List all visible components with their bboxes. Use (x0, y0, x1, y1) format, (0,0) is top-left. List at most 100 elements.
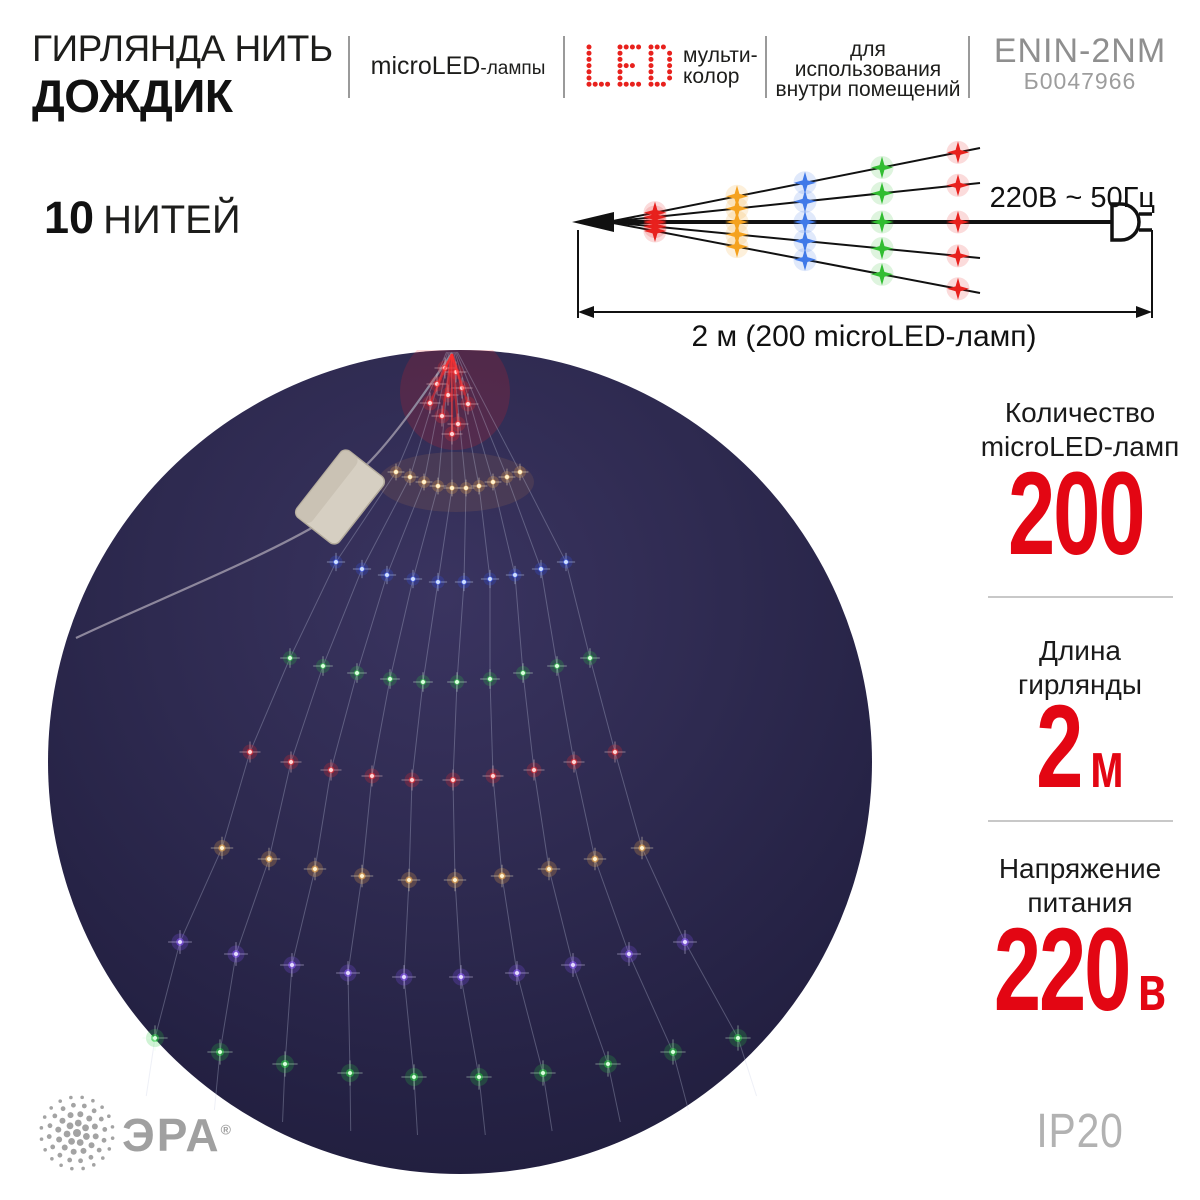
product-photo-circle (48, 334, 872, 1174)
apex-red-streak (428, 353, 454, 404)
voltage-label: 220В ~ 50Гц (990, 182, 1155, 214)
led-star (871, 211, 893, 233)
led-word-dot (648, 63, 654, 69)
registered-mark: ® (220, 1121, 233, 1138)
led-light-core (248, 750, 252, 754)
spec-label-line: питания (1027, 887, 1133, 919)
led-word-dot (648, 81, 654, 87)
ip-rating: IP20 (1036, 1105, 1124, 1158)
starburst-dot (50, 1157, 54, 1161)
starburst-dot (91, 1098, 95, 1103)
starburst-dot (77, 1111, 84, 1118)
spec-label-line: Длина (1039, 635, 1121, 666)
power-wire (75, 521, 323, 639)
led-light-core (593, 857, 597, 861)
strand-count-word: НИТЕЙ (103, 198, 241, 242)
feature-microled-suffix: -лампы (480, 58, 546, 79)
led-light-core (488, 577, 492, 581)
led-light-core (220, 846, 224, 850)
header-separator (968, 36, 970, 98)
spec-voltage-label: Напряжение питания (975, 852, 1185, 920)
led-light-core (329, 768, 333, 772)
led-light-core (421, 680, 425, 684)
spec-voltage: Напряжение питания (975, 852, 1185, 920)
led-light-core (572, 760, 576, 764)
dimension-label: 2 м (200 microLED-ламп) (691, 320, 1036, 353)
led-light-core (488, 677, 492, 681)
strand-line (607, 221, 981, 259)
led-word-dot (667, 69, 673, 75)
led-word-dot (586, 50, 592, 56)
led-light-core (321, 664, 325, 668)
spec-value-number: 200 (1008, 448, 1145, 580)
led-light-core (428, 401, 432, 405)
led-light-core (564, 560, 568, 564)
strand-line (607, 221, 981, 294)
spec-value-unit: м (1089, 729, 1124, 801)
controller-shade (295, 450, 358, 523)
led-light-core (477, 484, 481, 488)
led-light-core (627, 952, 631, 956)
starburst-dot (47, 1123, 53, 1129)
starburst-dot (60, 1106, 66, 1112)
led-light-core (313, 867, 317, 871)
led-light-core (446, 393, 450, 397)
led-word-dot (623, 63, 629, 69)
warm-row-glow (378, 452, 534, 512)
led-word-dot (648, 50, 654, 56)
led-light-core (450, 486, 454, 490)
led-star (794, 190, 816, 213)
led-word-dot (629, 44, 635, 50)
feature-multicolor-line2: колор (683, 65, 740, 88)
led-light-core (234, 952, 238, 956)
led-word-dot (586, 63, 592, 69)
spec-voltage-value: 220 в (994, 911, 1166, 1029)
led-word-dot (617, 81, 623, 87)
led-light-core (450, 432, 454, 436)
led-light-core (491, 480, 495, 484)
starburst-dot (110, 1136, 115, 1140)
led-light-core (218, 1050, 222, 1054)
led-light-core (385, 573, 389, 577)
strand-count-label: 10 НИТЕЙ (44, 192, 241, 244)
header-separator (348, 36, 350, 98)
starburst-dot (81, 1103, 87, 1109)
led-dotted-logo (586, 44, 673, 87)
starburst-dot (43, 1147, 47, 1152)
feature-multicolor-line1: мульти- (683, 44, 758, 67)
led-star (726, 235, 748, 258)
led-star (794, 248, 816, 271)
starburst-dot (70, 1166, 74, 1171)
led-star (726, 223, 748, 246)
led-star (871, 263, 893, 286)
led-light-core (334, 560, 338, 564)
led-word-dot (605, 81, 611, 87)
led-light-core (436, 580, 440, 584)
controller-box (294, 449, 386, 545)
starburst-dot (61, 1144, 68, 1151)
led-word-dot (660, 44, 666, 50)
led-light-core (394, 470, 398, 474)
starburst-dot (69, 1095, 73, 1100)
led-star (794, 171, 816, 194)
led-light-core (355, 671, 359, 675)
starburst-dot (56, 1136, 63, 1143)
led-light-core (491, 774, 495, 778)
led-light-core (440, 414, 444, 418)
led-word-dot (667, 56, 673, 62)
led-light-core (606, 1062, 610, 1066)
led-light-core (370, 774, 374, 778)
led-light-core (455, 680, 459, 684)
product-title: ГИРЛЯНДА НИТЬ ДОЖДИК (32, 30, 333, 119)
led-light-core (513, 573, 517, 577)
led-word-dot (617, 44, 623, 50)
led-word-dot (586, 75, 592, 81)
starburst-dot (59, 1163, 63, 1168)
led-word-dot (629, 81, 635, 87)
led-light-core (462, 580, 466, 584)
led-star (726, 185, 748, 208)
spec-led-count-value: 200 (1004, 455, 1155, 573)
led-word-dot (617, 75, 623, 81)
led-light-core (464, 486, 468, 490)
